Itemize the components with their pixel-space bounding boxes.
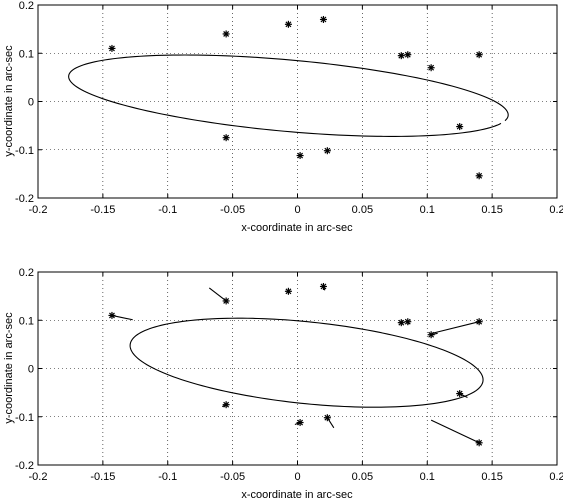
data-point [427,331,435,339]
top-x-tick-label: 0.15 [481,204,502,216]
bottom-x-tick-label: 0.2 [549,471,563,483]
bottom-y-tick-label: 0.1 [19,315,34,327]
data-point [397,319,405,327]
data-point [323,414,331,422]
bottom-x-tick-label: -0.2 [29,471,48,483]
top-x-tick-label: -0.05 [220,204,245,216]
data-point [404,51,412,59]
data-point [475,172,483,180]
data-point [222,134,230,142]
top-x-tick-label: 0.1 [420,204,435,216]
bottom-x-tick-label: 0.1 [420,471,435,483]
data-point [319,282,327,290]
bottom-x-tick-label: 0 [294,471,300,483]
data-point [222,297,230,305]
bottom-y-tick-label: -0.2 [15,460,34,472]
residual-line [111,314,133,321]
bottom-x-tick-label: -0.15 [90,471,115,483]
data-point [397,52,405,60]
top-y-tick-label: -0.1 [15,145,34,157]
bottom-x-tick-label: -0.05 [220,471,245,483]
bottom-y-tick-label: -0.1 [15,412,34,424]
top-x-tick-label: -0.1 [158,204,177,216]
bottom-y-tick-labels: -0.2 -0.1 0 0.1 0.2 [15,267,34,472]
data-point [456,390,464,398]
top-x-tick-label: -0.15 [90,204,115,216]
data-point [222,401,230,409]
top-ticks [37,4,558,199]
top-x-tick-label: 0.2 [549,204,563,216]
bottom-panel: -0.2 -0.15 -0.1 -0.05 0 0.05 0.1 0.15 0.… [3,267,563,501]
data-point [296,152,304,160]
bottom-x-axis-label: x-coordinate in arc-sec [241,489,353,501]
top-y-tick-label: 0.1 [19,48,34,60]
data-point [319,15,327,23]
residual-line [432,321,480,334]
bottom-y-axis-label: y-coordinate in arc-sec [3,312,15,424]
top-fitted-ellipse [68,54,509,137]
top-x-tick-label: -0.2 [29,204,48,216]
bottom-fitted-ellipse [129,317,484,408]
top-y-tick-label: 0 [28,97,34,109]
bottom-data-points [108,282,483,447]
top-x-tick-labels: -0.2 -0.15 -0.1 -0.05 0 0.05 0.1 0.15 0.… [29,204,563,216]
data-point [404,318,412,326]
bottom-x-tick-label: -0.1 [158,471,177,483]
bottom-y-tick-label: 0.2 [19,267,34,279]
data-point [427,64,435,72]
data-point [456,123,464,131]
bottom-ticks [37,271,558,466]
data-point [323,147,331,155]
data-point [284,287,292,295]
top-x-axis-label: x-coordinate in arc-sec [241,222,353,234]
top-y-tick-label: 0.2 [19,0,34,12]
data-point [108,44,116,52]
data-point [284,20,292,28]
top-grid [38,5,557,198]
top-x-tick-label: 0 [294,204,300,216]
top-x-tick-label: 0.05 [352,204,373,216]
data-point [475,318,483,326]
data-point [108,311,116,319]
data-point [296,419,304,427]
bottom-x-tick-label: 0.15 [481,471,502,483]
top-y-tick-labels: -0.2 -0.1 0 0.1 0.2 [15,0,34,205]
data-point [222,30,230,38]
data-point [475,51,483,59]
top-y-axis-label: y-coordinate in arc-sec [3,45,15,157]
bottom-y-tick-label: 0 [28,364,34,376]
residual-line [430,419,480,444]
bottom-x-tick-label: 0.05 [352,471,373,483]
top-data-points [108,15,483,180]
data-point [475,439,483,447]
bottom-grid [38,272,557,465]
top-panel: -0.2 -0.15 -0.1 -0.05 0 0.05 0.1 0.15 0.… [3,0,563,234]
bottom-x-tick-labels: -0.2 -0.15 -0.1 -0.05 0 0.05 0.1 0.15 0.… [29,471,563,483]
top-y-tick-label: -0.2 [15,193,34,205]
